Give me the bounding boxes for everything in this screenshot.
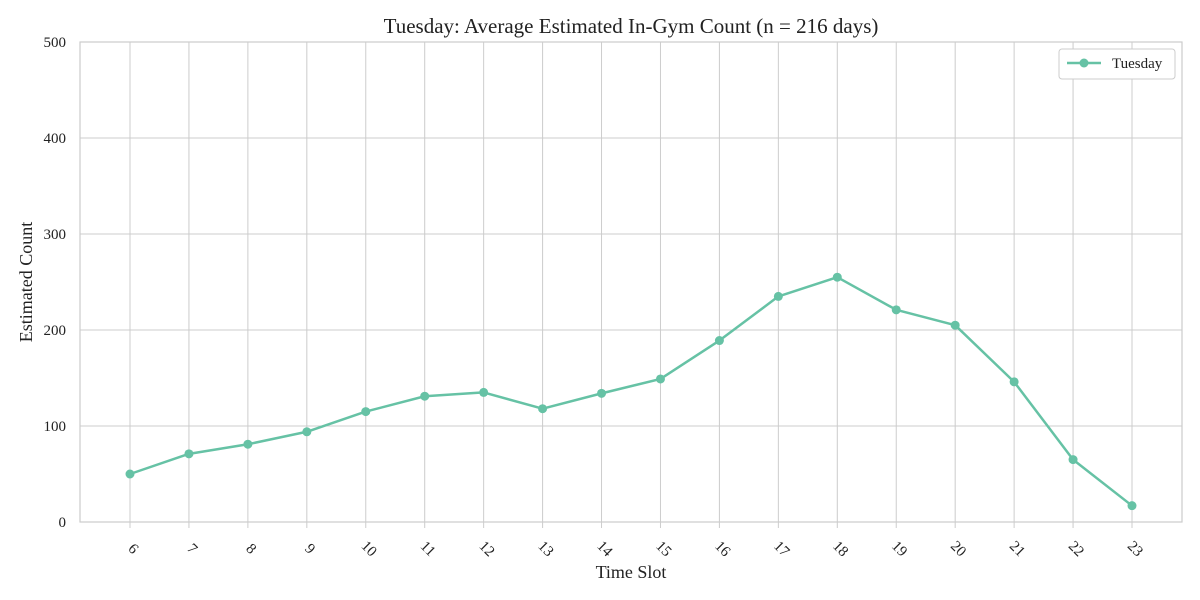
legend: Tuesday <box>1058 48 1176 80</box>
data-point <box>714 336 724 346</box>
y-tick-label: 0 <box>59 515 67 531</box>
data-point <box>597 388 607 398</box>
data-point <box>832 272 842 282</box>
data-point <box>243 439 253 449</box>
data-point <box>1009 377 1019 387</box>
y-tick-label: 400 <box>44 131 67 147</box>
y-axis-label: Estimated Count <box>16 222 36 343</box>
y-tick-label: 500 <box>44 35 67 51</box>
legend-label: Tuesday <box>1112 56 1163 72</box>
x-tick-label: 8 <box>242 541 259 558</box>
series-line <box>128 275 1134 507</box>
y-tick-label: 200 <box>44 323 67 339</box>
x-tick-label: 23 <box>1124 538 1146 560</box>
x-tick-label: 19 <box>888 538 910 560</box>
data-point <box>773 291 783 301</box>
y-tick-label: 300 <box>44 227 67 243</box>
legend-box <box>1058 48 1176 80</box>
x-tick-label: 10 <box>358 538 380 560</box>
x-tick-label: 14 <box>593 538 615 560</box>
x-tick-label: 16 <box>711 538 733 560</box>
x-tick-label: 7 <box>183 541 200 558</box>
grid-layer <box>80 41 1182 523</box>
legend-marker-icon <box>1079 58 1089 68</box>
data-point <box>479 387 489 397</box>
series-layer <box>125 272 1137 511</box>
x-tick-label: 17 <box>770 538 792 560</box>
axes-layer: 0 100 200 300 400 500 6 7 8 9 10 11 12 13 14 15 16 17 18 19… <box>44 35 1183 560</box>
x-tick-label: 15 <box>652 538 674 560</box>
x-tick-label: 22 <box>1065 538 1087 560</box>
data-point <box>1068 455 1078 465</box>
data-point <box>420 391 430 401</box>
data-point <box>184 449 194 459</box>
x-tick-label: 20 <box>947 538 969 560</box>
x-tick-label: 13 <box>534 538 556 560</box>
plot-frame <box>79 41 1183 523</box>
data-point <box>950 320 960 330</box>
data-point <box>891 305 901 315</box>
x-tick-label: 11 <box>417 538 439 560</box>
x-tick-label: 18 <box>829 538 851 560</box>
data-point <box>538 404 548 414</box>
data-point <box>1127 501 1137 511</box>
x-axis-label: Time Slot <box>596 562 667 582</box>
x-tick-label: 6 <box>125 541 142 558</box>
chart-title: Tuesday: Average Estimated In-Gym Count … <box>384 14 879 38</box>
x-tick-label: 12 <box>476 538 498 560</box>
x-tick-label: 21 <box>1006 538 1028 560</box>
data-point <box>302 427 312 437</box>
data-point <box>361 407 371 417</box>
data-point <box>655 374 665 384</box>
data-point <box>125 469 135 479</box>
x-tick-label: 9 <box>301 541 318 558</box>
y-tick-label: 100 <box>44 419 67 435</box>
